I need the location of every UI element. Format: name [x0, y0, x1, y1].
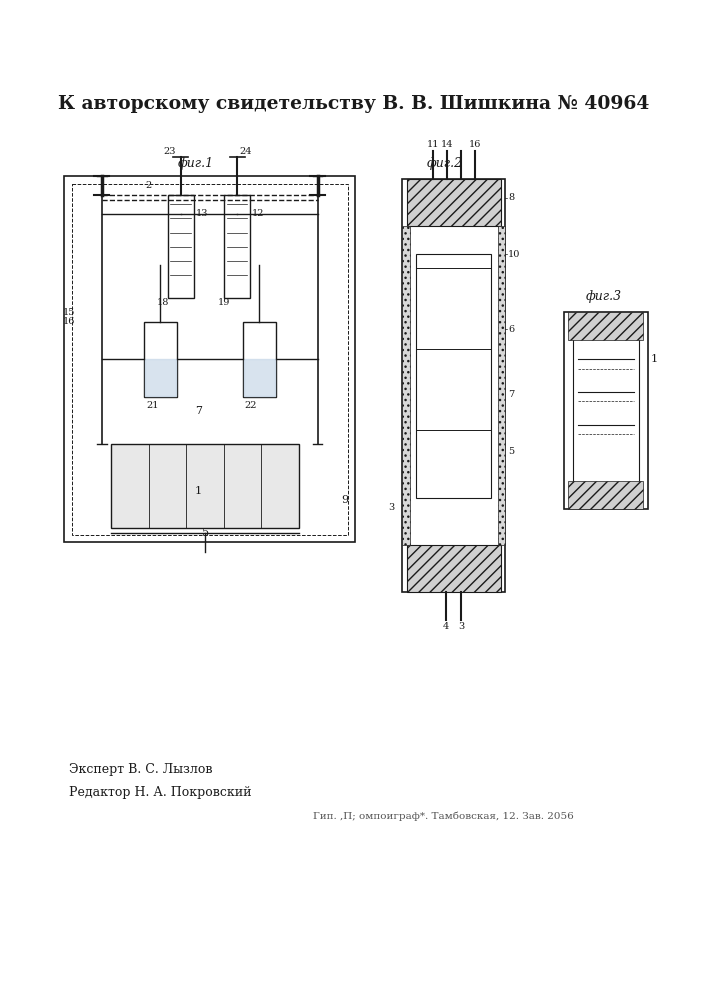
Bar	[168, 195, 194, 298]
Bar	[64, 176, 356, 542]
Text: 8: 8	[508, 193, 515, 202]
Bar	[568, 312, 643, 340]
Bar	[407, 179, 501, 226]
Text: Редактор Н. А. Покровский: Редактор Н. А. Покровский	[69, 786, 252, 799]
Bar	[416, 254, 491, 498]
Text: 3: 3	[458, 622, 464, 631]
Bar	[72, 184, 348, 535]
Bar	[563, 312, 648, 509]
Bar	[144, 322, 177, 397]
Bar	[568, 481, 643, 509]
Text: 4: 4	[443, 622, 450, 631]
Text: 1: 1	[195, 486, 202, 496]
Text: 9: 9	[341, 495, 349, 505]
Text: 23: 23	[163, 147, 176, 156]
Text: 5: 5	[201, 528, 209, 538]
Text: 2: 2	[146, 181, 152, 190]
Text: 12: 12	[252, 209, 264, 218]
Text: 7: 7	[195, 406, 202, 416]
Bar	[402, 226, 410, 545]
Text: 15: 15	[63, 308, 75, 317]
Text: фиг.3: фиг.3	[586, 290, 622, 303]
Text: 1: 1	[651, 354, 658, 364]
Text: 6: 6	[508, 325, 515, 334]
Text: 16: 16	[63, 317, 75, 326]
Text: 14: 14	[440, 140, 453, 149]
Bar	[243, 322, 276, 397]
Text: 22: 22	[245, 401, 257, 410]
Text: 5: 5	[508, 447, 515, 456]
Text: Гип. ,П; омпоиграф*. Тамбовская, 12. Зав. 2056: Гип. ,П; омпоиграф*. Тамбовская, 12. Зав…	[313, 812, 574, 821]
Text: 24: 24	[240, 147, 252, 156]
Text: Эксперт В. С. Лызлов: Эксперт В. С. Лызлов	[69, 763, 213, 776]
Bar	[407, 545, 501, 592]
Text: 7: 7	[508, 390, 515, 399]
Text: 11: 11	[426, 140, 439, 149]
Bar	[573, 322, 638, 500]
Text: 18: 18	[157, 298, 169, 307]
Bar	[402, 179, 506, 592]
Bar	[224, 195, 250, 298]
Text: 13: 13	[196, 209, 209, 218]
Bar	[498, 226, 506, 545]
Text: фиг.1: фиг.1	[177, 157, 214, 170]
Text: 10: 10	[508, 250, 520, 259]
Bar	[111, 444, 299, 528]
Text: 3: 3	[388, 503, 395, 512]
Text: К авторскому свидетельству В. В. Шишкина № 40964: К авторскому свидетельству В. В. Шишкина…	[58, 95, 649, 113]
Text: 21: 21	[146, 401, 158, 410]
Text: фиг.2: фиг.2	[426, 157, 462, 170]
Text: 16: 16	[469, 140, 481, 149]
Text: 19: 19	[218, 298, 230, 307]
